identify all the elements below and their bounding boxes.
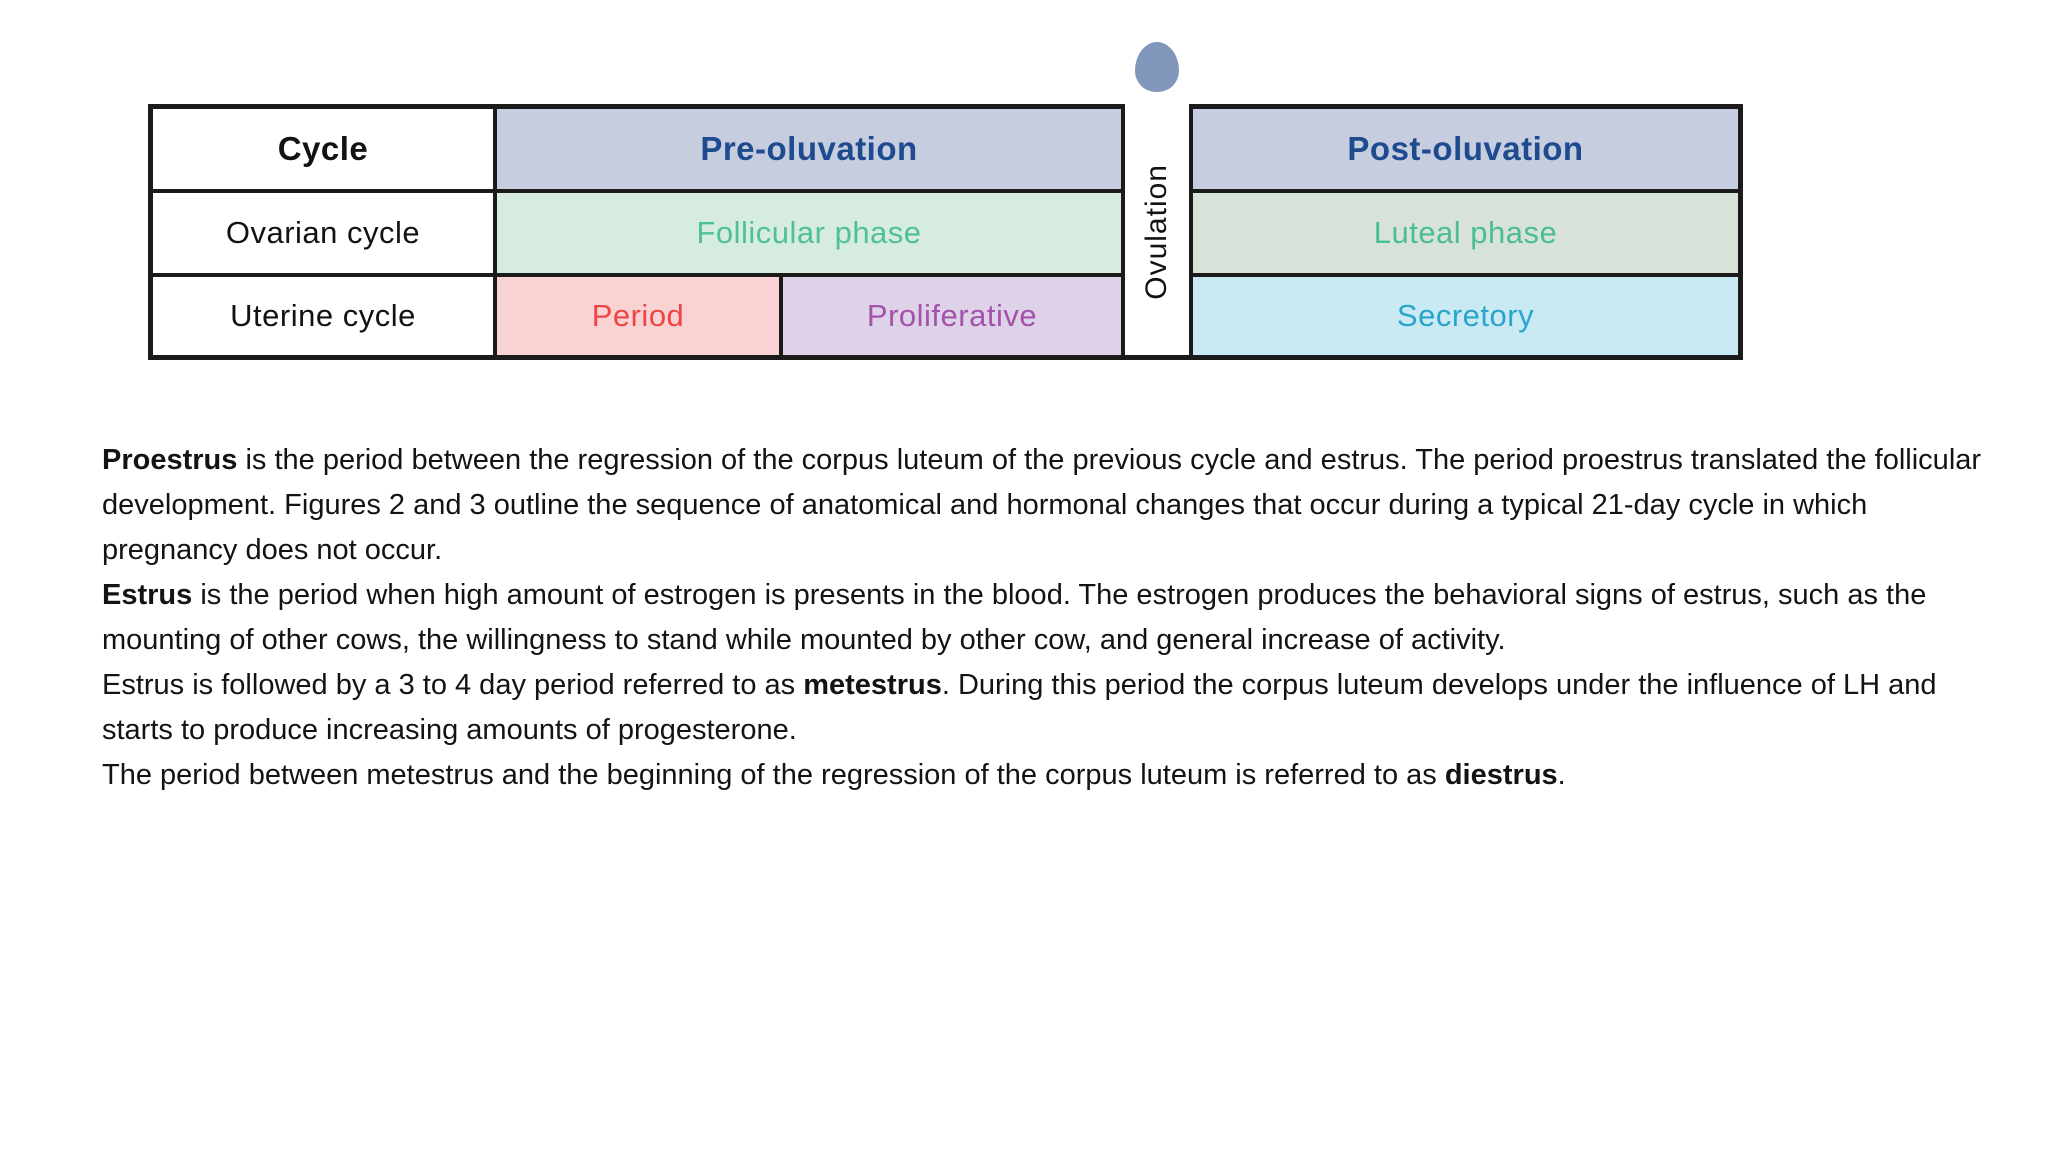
term-bold: diestrus xyxy=(1444,759,1558,791)
table-cell-ovulation: Ovulation xyxy=(1125,109,1189,355)
ovum-icon xyxy=(1135,42,1179,92)
table-cell-cycle: Cycle xyxy=(153,109,493,189)
term-bold: Estrus xyxy=(102,579,193,611)
term-bold: metestrus xyxy=(803,669,942,701)
ovarian-cycle-label: Ovarian cycle xyxy=(225,215,421,250)
paragraph: Proestrus is the period between the regr… xyxy=(102,438,1982,573)
table-cell-proliferative: Proliferative xyxy=(783,277,1121,355)
table-cell-ovarian-cycle: Ovarian cycle xyxy=(153,193,493,273)
paragraph: The period between metestrus and the beg… xyxy=(102,753,1982,798)
table-cell-secretory: Secretory xyxy=(1193,277,1738,355)
text-run: is the period when high amount of estrog… xyxy=(102,579,1927,656)
table-cell-uterine-cycle: Uterine cycle xyxy=(153,277,493,355)
text-run: Estrus is followed by a 3 to 4 day perio… xyxy=(102,669,804,701)
table-cell-luteal-phase: Luteal phase xyxy=(1193,193,1738,273)
table-cell-pre-oluvation: Pre-oluvation xyxy=(497,109,1121,189)
follicular-phase-label: Follicular phase xyxy=(696,215,922,250)
term-bold: Proestrus xyxy=(102,444,238,476)
paragraph: Estrus is followed by a 3 to 4 day perio… xyxy=(102,663,1982,753)
post-oluvation-label: Post-oluvation xyxy=(1347,130,1584,167)
body-text: Proestrus is the period between the regr… xyxy=(102,438,1982,798)
ovulation-label: Ovulation xyxy=(1140,164,1173,300)
ovulation-column-top-gap xyxy=(1125,104,1189,110)
text-run: The period between metestrus and the beg… xyxy=(102,759,1445,791)
paragraph: Estrus is the period when high amount of… xyxy=(102,573,1982,663)
uterine-cycle-label: Uterine cycle xyxy=(230,298,416,333)
secretory-label: Secretory xyxy=(1396,298,1535,333)
cycle-table: Cycle Pre-oluvation Ovulation Post-oluva… xyxy=(148,104,1743,360)
text-run: is the period between the regression of … xyxy=(102,444,1982,566)
period-label: Period xyxy=(591,298,685,333)
text-run: . During this period the corpus luteum d… xyxy=(102,669,1937,746)
proliferative-label: Proliferative xyxy=(866,298,1038,333)
text-run: . xyxy=(1557,759,1566,791)
pre-oluvation-label: Pre-oluvation xyxy=(700,130,918,167)
table-cell-period: Period xyxy=(497,277,779,355)
luteal-phase-label: Luteal phase xyxy=(1373,215,1558,250)
cycle-header-label: Cycle xyxy=(277,130,369,167)
table-cell-post-oluvation: Post-oluvation xyxy=(1193,109,1738,189)
table-cell-follicular-phase: Follicular phase xyxy=(497,193,1121,273)
